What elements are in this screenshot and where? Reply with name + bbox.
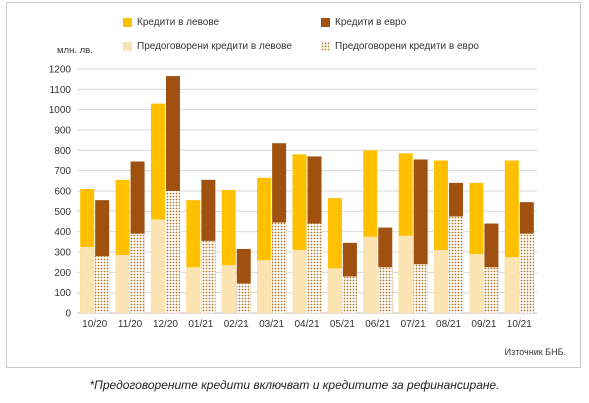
legend-item-lev: Кредити в левове [123,17,219,28]
chart-frame: 0 100 200 300 400 500 600 700 800 900 1000 1100 1200… [6,2,581,368]
y-tick-label: 600 [54,187,71,198]
bar-lev-refi [434,249,449,313]
x-tick-label: 12/20 [153,319,178,330]
bar-eur-refi [342,276,357,313]
x-tick-label: 08/21 [436,319,461,330]
bar-lev-refi [327,268,342,313]
source-note: Източник БНБ. [504,347,566,357]
bar-eur-refi [165,191,180,313]
x-tick-label: 05/21 [330,319,355,330]
bar-eur-refi [484,267,499,313]
bar-lev-refi [292,249,307,313]
bar-lev-refi [80,246,95,313]
bar-eur-refi [519,233,534,313]
y-tick-label: 1000 [49,105,72,116]
bar-eur-refi [378,267,393,313]
x-tick-label: 09/21 [471,319,496,330]
x-tick-label: 02/21 [224,319,249,330]
legend-swatch-eur [321,18,330,27]
bar-lev-refi [398,235,413,313]
y-tick-label: 100 [54,288,71,299]
bar-lev-refi [257,260,272,313]
bar-eur-refi [95,256,110,313]
y-tick-label: 400 [54,227,71,238]
y-tick-label: 300 [54,248,71,259]
bar-eur-refi [201,240,216,313]
bar-chart: 0 100 200 300 400 500 600 700 800 900 1000 1100 1200… [49,65,537,330]
x-tick-label: 04/21 [294,319,319,330]
legend-label-lev: Кредити в левове [137,17,220,28]
bar-lev-refi [186,267,201,313]
x-tick-label: 10/21 [507,319,532,330]
bar-lev-refi [469,254,484,313]
legend-item-eur-refi: Предоговорени кредити в евро [321,41,479,52]
bar-eur-refi [272,222,287,313]
x-tick-label: 07/21 [401,319,426,330]
x-tick-label: 03/21 [259,319,284,330]
bar-lev-refi [115,255,130,313]
y-tick-label: 700 [54,166,71,177]
x-tick-label: 01/21 [188,319,213,330]
bar-eur-refi [307,223,322,313]
y-tick-label: 1200 [49,65,72,76]
footnote: *Предоговорените кредити включват и кред… [89,378,500,392]
legend-swatch-eur-refi [321,42,330,51]
bar-lev-refi [150,219,165,313]
y-tick-label: 0 [65,309,71,320]
bar-eur-refi [130,233,145,313]
bar-eur-refi [413,264,428,313]
legend-label-eur: Кредити в евро [335,17,407,28]
x-tick-label: 11/20 [118,319,143,330]
y-tick-label: 200 [54,268,71,279]
y-tick-label: 1100 [49,85,71,96]
legend-item-lev-refi: Предоговорени кредити в левове [123,41,292,52]
y-tick-label: 500 [54,207,71,218]
legend-swatch-lev-refi [123,42,132,51]
legend-swatch-lev [123,18,132,27]
y-tick-label: 800 [54,146,71,157]
legend-label-lev-refi: Предоговорени кредити в левове [137,41,292,52]
y-axis-unit: млн. лв. [57,45,93,56]
x-tick-label: 10/20 [82,319,107,330]
bar-eur-refi [449,216,464,313]
x-tick-label: 06/21 [365,319,390,330]
bar-eur-refi [236,283,251,313]
legend-item-eur: Кредити в евро [321,17,406,28]
y-tick-label: 900 [54,126,71,137]
bar-lev-refi [363,236,378,313]
bar-lev-refi [504,257,519,313]
legend-label-eur-refi: Предоговорени кредити в евро [335,41,479,52]
bar-lev-refi [221,265,236,313]
